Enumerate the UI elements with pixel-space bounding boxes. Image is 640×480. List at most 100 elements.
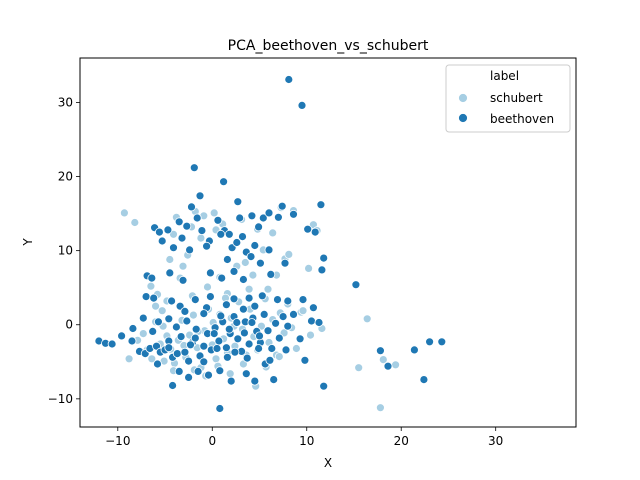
point-beethoven-36	[232, 238, 242, 247]
legend-title: label	[490, 69, 519, 83]
point-beethoven-13	[182, 221, 192, 231]
point-beethoven-11	[163, 225, 173, 235]
point-schubert-42	[362, 314, 372, 324]
legend-marker-beethoven	[458, 113, 468, 123]
y-tick-label: 10	[58, 244, 73, 258]
point-beethoven-5	[233, 197, 243, 207]
point-beethoven-60	[180, 306, 190, 316]
point-beethoven-113	[267, 344, 277, 353]
point-beethoven-14	[192, 213, 202, 223]
point-beethoven-0	[284, 75, 294, 84]
point-beethoven-3	[219, 177, 229, 187]
point-beethoven-122	[314, 318, 324, 327]
point-beethoven-65	[229, 294, 239, 304]
y-tick-label: 0	[65, 318, 73, 332]
legend-label-beethoven: beethoven	[490, 112, 554, 126]
point-beethoven-10	[154, 227, 164, 237]
point-beethoven-155	[409, 345, 419, 355]
point-beethoven-162	[212, 344, 222, 353]
point-beethoven-66	[238, 304, 248, 314]
y-ticks: −10 0 10 20 30	[48, 95, 80, 406]
point-beethoven-73	[308, 303, 318, 313]
point-beethoven-64	[221, 300, 231, 310]
point-beethoven-152	[319, 381, 329, 391]
point-beethoven-120	[300, 355, 310, 365]
point-schubert-105	[244, 284, 254, 294]
point-beethoven-141	[174, 366, 184, 376]
axes-layer	[79, 57, 577, 428]
point-schubert-0	[120, 208, 129, 218]
point-schubert-87	[291, 344, 301, 353]
point-beethoven-50	[217, 273, 227, 283]
x-tick-label: 30	[488, 434, 503, 448]
x-tick-label: 20	[394, 434, 409, 448]
point-beethoven-89	[176, 332, 186, 342]
point-beethoven-91	[184, 356, 194, 366]
point-beethoven-63	[205, 292, 215, 302]
point-beethoven-61	[190, 295, 200, 305]
point-beethoven-114	[271, 318, 281, 328]
point-beethoven-148	[241, 369, 251, 379]
point-beethoven-8	[316, 200, 326, 210]
y-tick-label: 30	[58, 95, 73, 109]
point-beethoven-95	[199, 341, 209, 351]
point-beethoven-79	[127, 336, 137, 346]
point-beethoven-166	[254, 344, 264, 353]
point-beethoven-144	[204, 370, 213, 380]
point-beethoven-58	[167, 296, 177, 306]
point-beethoven-34	[216, 229, 226, 239]
plot-frame	[79, 57, 577, 428]
point-beethoven-168	[281, 345, 291, 355]
point-beethoven-167	[265, 355, 275, 365]
point-schubert-90	[124, 354, 134, 364]
point-schubert-30	[263, 284, 273, 294]
point-beethoven-164	[230, 347, 240, 357]
plot-layer	[94, 75, 447, 413]
point-beethoven-156	[419, 375, 429, 385]
point-beethoven-47	[165, 268, 175, 278]
point-beethoven-146	[215, 404, 225, 413]
point-schubert-27	[248, 270, 258, 280]
point-beethoven-160	[186, 340, 195, 350]
point-schubert-47	[138, 329, 148, 339]
point-beethoven-151	[269, 375, 279, 385]
point-schubert-98	[225, 369, 235, 379]
point-schubert-49	[147, 354, 157, 364]
point-schubert-92	[157, 306, 167, 316]
point-beethoven-27	[310, 227, 320, 237]
point-schubert-11	[178, 261, 188, 271]
point-beethoven-70	[273, 295, 282, 305]
point-beethoven-116	[278, 312, 288, 322]
point-beethoven-143	[193, 366, 203, 376]
point-beethoven-19	[235, 213, 245, 223]
point-beethoven-121	[307, 316, 316, 326]
point-beethoven-55	[255, 258, 265, 268]
point-beethoven-153	[375, 346, 385, 356]
point-schubert-31	[268, 228, 278, 238]
point-beethoven-125	[148, 326, 158, 336]
point-beethoven-93	[191, 324, 201, 334]
point-schubert-43	[354, 363, 364, 373]
point-beethoven-51	[222, 255, 232, 264]
point-schubert-60	[188, 310, 198, 320]
point-beethoven-135	[232, 318, 242, 327]
legend-marker-schubert	[458, 93, 468, 103]
point-beethoven-32	[197, 226, 207, 236]
point-beethoven-2	[189, 163, 199, 173]
point-beethoven-69	[257, 291, 267, 301]
point-beethoven-40	[280, 258, 290, 268]
point-beethoven-123	[128, 324, 138, 333]
point-beethoven-161	[199, 357, 209, 367]
point-beethoven-78	[117, 331, 126, 341]
point-beethoven-20	[238, 232, 247, 242]
point-schubert-17	[203, 282, 212, 292]
point-beethoven-33	[202, 241, 212, 251]
point-beethoven-163	[222, 352, 232, 362]
point-beethoven-24	[264, 208, 274, 218]
point-beethoven-18	[224, 229, 234, 239]
point-beethoven-128	[171, 322, 181, 332]
point-beethoven-57	[149, 293, 159, 303]
point-beethoven-53	[238, 275, 248, 284]
point-beethoven-16	[213, 215, 223, 225]
